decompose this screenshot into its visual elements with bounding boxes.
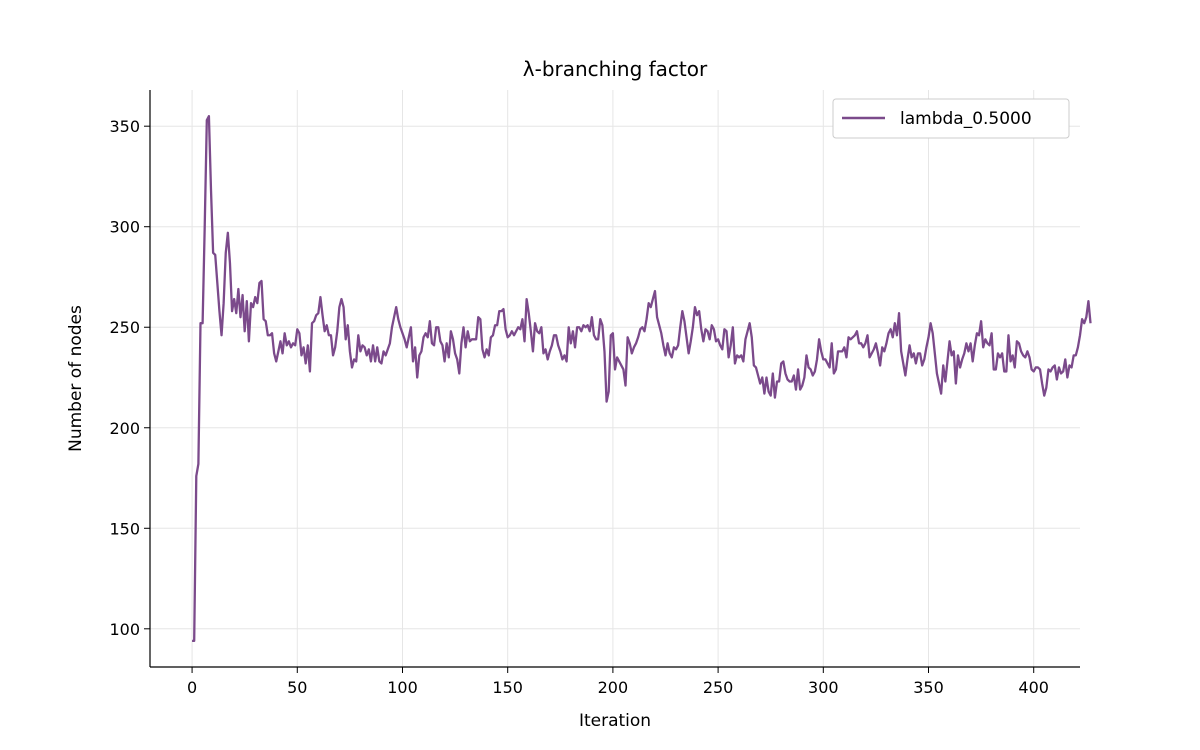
series-group xyxy=(192,114,1092,643)
x-axis-label: Iteration xyxy=(579,711,651,731)
axes xyxy=(149,90,1080,668)
x-tick-label: 100 xyxy=(387,678,418,697)
x-tick-label: 400 xyxy=(1018,678,1049,697)
y-tick-label: 200 xyxy=(109,419,140,438)
x-tick-label: 250 xyxy=(703,678,734,697)
y-tick-label: 150 xyxy=(109,519,140,538)
chart-title: λ-branching factor xyxy=(523,57,708,81)
tick-group: 0 50 100 150 200 250 300 350 400 100 150 200 250 300 3… xyxy=(109,117,1049,697)
x-tick-label: 200 xyxy=(598,678,629,697)
x-tick-label: 0 xyxy=(187,678,197,697)
x-tick-label: 50 xyxy=(287,678,307,697)
x-tick-label: 350 xyxy=(913,678,944,697)
grid-lines xyxy=(150,90,1080,667)
legend-entry-label: lambda_0.5000 xyxy=(900,109,1032,129)
y-tick-label: 250 xyxy=(109,318,140,337)
series-line-lambda_0.5000 xyxy=(192,114,1092,643)
y-tick-label: 300 xyxy=(109,218,140,237)
y-tick-label: 100 xyxy=(109,620,140,639)
x-tick-label: 300 xyxy=(808,678,839,697)
x-tick-label: 150 xyxy=(492,678,523,697)
legend: lambda_0.5000 xyxy=(832,98,1070,139)
y-tick-label: 350 xyxy=(109,117,140,136)
legend-box xyxy=(832,98,1070,139)
y-axis-label: Number of nodes xyxy=(66,305,86,452)
